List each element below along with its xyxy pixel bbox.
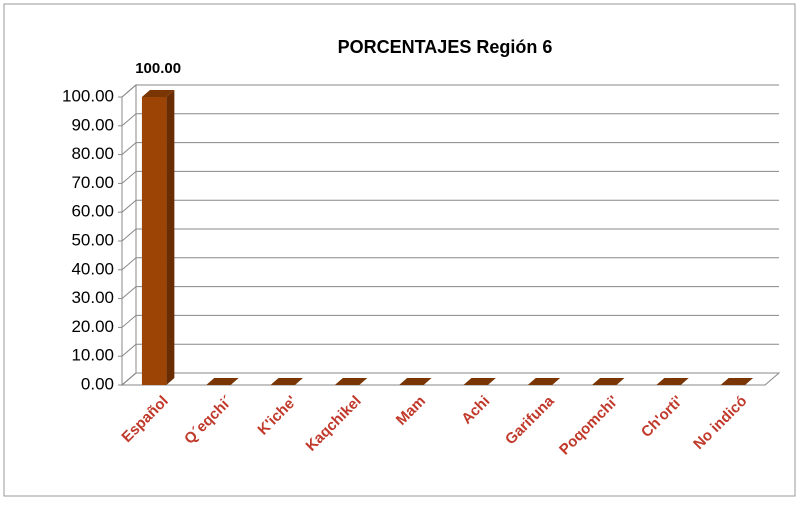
- y-tick-label: 60.00: [71, 202, 114, 221]
- y-tick-label: 80.00: [71, 144, 114, 163]
- bar-top: [463, 378, 496, 385]
- y-tick-label: 50.00: [71, 230, 114, 249]
- grid-line: [121, 372, 779, 386]
- grid-line: [121, 113, 779, 127]
- bar-top: [141, 90, 175, 97]
- chart-title: PORCENTAJES Región 6: [338, 37, 553, 57]
- grid-line: [121, 84, 779, 98]
- bar: [141, 97, 167, 385]
- y-tick-label: 70.00: [71, 173, 114, 192]
- bar-top: [399, 378, 432, 385]
- grid-line: [121, 228, 779, 242]
- y-tick-label: 40.00: [71, 259, 114, 278]
- grid-line: [121, 142, 779, 155]
- y-tick-label: 100.00: [62, 86, 114, 105]
- grid-line: [121, 343, 779, 357]
- bar-top: [592, 378, 625, 385]
- grid-line: [121, 314, 779, 328]
- grid-line: [121, 199, 779, 213]
- bar-top: [206, 378, 239, 385]
- bar-side: [166, 90, 175, 385]
- bar-top: [334, 378, 368, 385]
- grid-line: [121, 286, 779, 299]
- bar-top: [656, 378, 689, 385]
- grid-line: [121, 257, 779, 271]
- data-label: 100.00: [135, 60, 181, 77]
- bar-top: [720, 378, 754, 385]
- y-tick-label: 30.00: [71, 288, 114, 307]
- y-tick-label: 10.00: [71, 346, 114, 365]
- grid-line: [121, 170, 779, 184]
- y-tick-label: 90.00: [71, 115, 114, 134]
- y-tick-label: 20.00: [71, 317, 114, 336]
- y-tick-label: 0.00: [81, 374, 114, 393]
- bar-top: [270, 378, 303, 385]
- bar-top: [527, 378, 561, 385]
